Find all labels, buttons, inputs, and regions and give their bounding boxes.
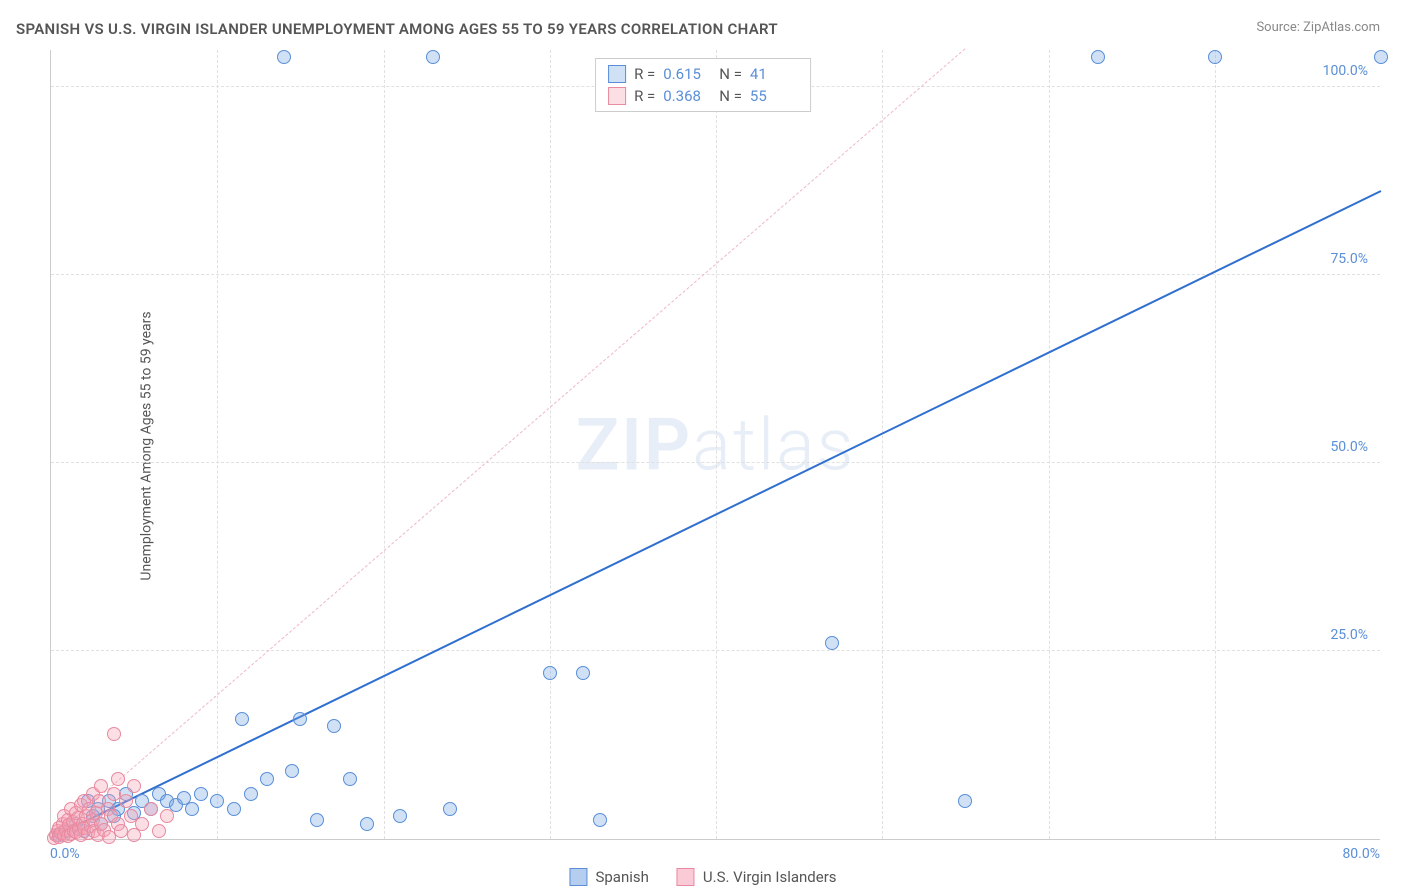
- y-tick-label: 25.0%: [1330, 627, 1368, 643]
- data-point: [227, 802, 241, 816]
- legend-label: U.S. Virgin Islanders: [703, 868, 837, 886]
- stats-legend-box: R = 0.615 N = 41 R = 0.368 N = 55: [595, 58, 811, 112]
- legend-item: U.S. Virgin Islanders: [677, 868, 837, 886]
- data-point: [160, 809, 174, 823]
- source-attribution: Source: ZipAtlas.com: [1256, 20, 1380, 35]
- data-point: [1091, 50, 1105, 64]
- series-swatch: [608, 65, 626, 83]
- r-value: 0.615: [663, 65, 711, 83]
- legend-label: Spanish: [595, 868, 648, 886]
- series-legend: Spanish U.S. Virgin Islanders: [569, 868, 836, 886]
- gridline-v: [384, 50, 385, 839]
- chart-title: SPANISH VS U.S. VIRGIN ISLANDER UNEMPLOY…: [16, 20, 778, 38]
- gridline-v: [217, 50, 218, 839]
- data-point: [94, 779, 108, 793]
- data-point: [958, 794, 972, 808]
- data-point: [393, 809, 407, 823]
- n-value: 41: [750, 65, 798, 83]
- gridline-v: [1049, 50, 1050, 839]
- gridline-v: [716, 50, 717, 839]
- data-point: [293, 712, 307, 726]
- data-point: [194, 787, 208, 801]
- data-point: [114, 824, 128, 838]
- trend-line: [51, 48, 966, 839]
- data-point: [1374, 50, 1388, 64]
- y-tick-label: 75.0%: [1330, 251, 1368, 267]
- gridline-v: [550, 50, 551, 839]
- legend-swatch: [569, 868, 587, 886]
- data-point: [443, 802, 457, 816]
- data-point: [235, 712, 249, 726]
- r-label: R =: [634, 65, 655, 83]
- data-point: [825, 636, 839, 650]
- stats-row: R = 0.615 N = 41: [608, 63, 798, 85]
- r-label: R =: [634, 87, 655, 105]
- y-tick-label: 100.0%: [1323, 63, 1368, 79]
- data-point: [426, 50, 440, 64]
- data-point: [185, 802, 199, 816]
- data-point: [210, 794, 224, 808]
- chart-container: SPANISH VS U.S. VIRGIN ISLANDER UNEMPLOY…: [0, 0, 1406, 892]
- data-point: [327, 719, 341, 733]
- legend-item: Spanish: [569, 868, 648, 886]
- series-swatch: [608, 87, 626, 105]
- watermark-bold: ZIP: [576, 402, 692, 487]
- plot-area: ZIPatlas 25.0%50.0%75.0%100.0%: [50, 50, 1380, 840]
- n-value: 55: [750, 87, 798, 105]
- data-point: [127, 779, 141, 793]
- data-point: [144, 802, 158, 816]
- data-point: [543, 666, 557, 680]
- y-tick-label: 50.0%: [1330, 439, 1368, 455]
- data-point: [135, 817, 149, 831]
- data-point: [152, 824, 166, 838]
- x-tick-label: 80.0%: [1342, 846, 1380, 862]
- data-point: [285, 764, 299, 778]
- data-point: [277, 50, 291, 64]
- data-point: [360, 817, 374, 831]
- gridline-v: [882, 50, 883, 839]
- stats-row: R = 0.368 N = 55: [608, 85, 798, 107]
- data-point: [111, 772, 125, 786]
- source-label: Source:: [1256, 20, 1299, 35]
- data-point: [244, 787, 258, 801]
- data-point: [343, 772, 357, 786]
- legend-swatch: [677, 868, 695, 886]
- n-label: N =: [719, 65, 742, 83]
- data-point: [107, 727, 121, 741]
- data-point: [260, 772, 274, 786]
- data-point: [576, 666, 590, 680]
- r-value: 0.368: [663, 87, 711, 105]
- gridline-v: [1215, 50, 1216, 839]
- data-point: [1208, 50, 1222, 64]
- n-label: N =: [719, 87, 742, 105]
- source-link[interactable]: ZipAtlas.com: [1303, 20, 1380, 35]
- data-point: [119, 794, 133, 808]
- x-tick-label: 0.0%: [50, 846, 80, 862]
- data-point: [593, 813, 607, 827]
- data-point: [310, 813, 324, 827]
